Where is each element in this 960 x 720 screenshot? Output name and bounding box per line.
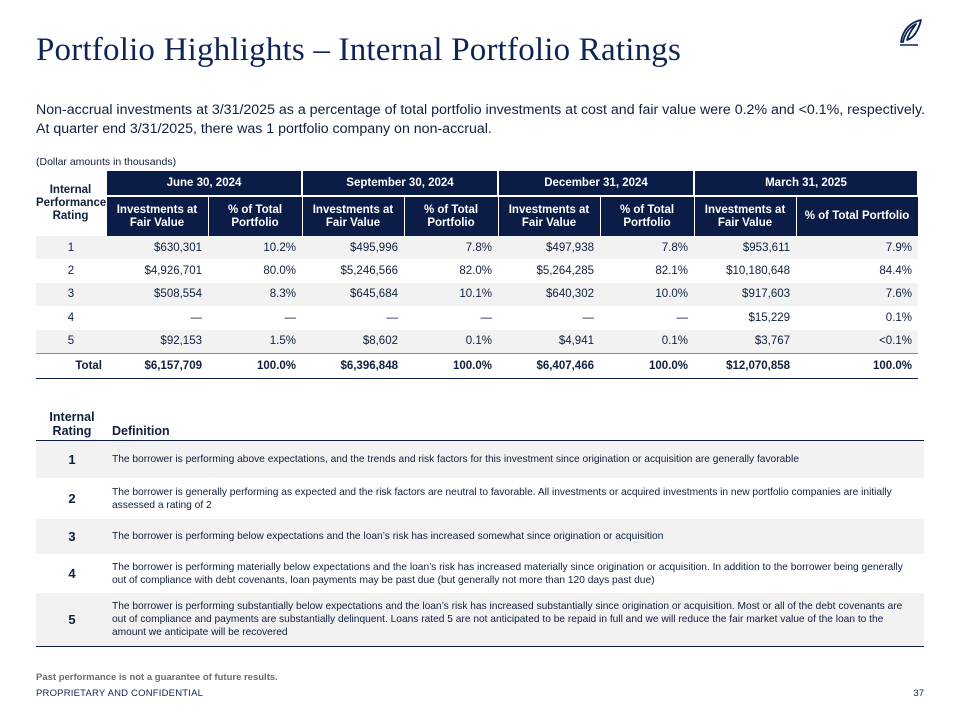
definition-text: The borrower is performing materially be… [108,554,924,593]
intro-paragraph: Non-accrual investments at 3/31/2025 as … [36,102,925,137]
value-cell: 8.3% [208,282,302,307]
value-cell: 10.2% [208,236,302,260]
fair-value-header: Investments at Fair Value [693,195,797,236]
percent-header: % of Total Portfolio [795,195,919,236]
value-cell: $497,938 [498,236,600,260]
value-cell: $495,996 [302,236,404,260]
page-number: 37 [913,688,924,699]
quill-icon [900,19,922,46]
rating-cell: 4 [67,311,75,324]
rating-cell: 3 [36,282,106,307]
value-cell: 10.0% [600,282,695,307]
value-cell: 0.1% [404,329,498,354]
definition-row: 3 The borrower is performing below expec… [36,518,924,555]
total-cell: 100.0% [796,352,919,379]
value-cell: 10.1% [404,282,498,307]
value-cell: $953,611 [694,236,797,260]
value-cell: 7.8% [404,236,498,260]
table-row: 5 $92,153 1.5% $8,602 0.1% $4,941 0.1% $… [36,329,919,354]
total-row: Total $6,157,709 100.0% $6,396,848 100.0… [36,352,919,379]
value-cell: — [190,311,203,324]
total-cell: 100.0% [404,352,498,379]
definition-text: The borrower is performing substantially… [108,592,924,647]
rating-column-header: Internal Performance Rating [36,171,106,236]
period-header: September 30, 2024 [301,171,499,196]
value-cell: 80.0% [263,265,296,278]
value-cell: 0.1% [885,311,913,324]
total-cell: $12,070,858 [694,352,797,379]
value-cell: $15,229 [748,311,791,324]
fair-value-header: Investments at Fair Value [301,195,405,236]
rating-number: 4 [36,554,108,593]
definition-text: The borrower is performing below expecta… [108,518,924,555]
percent-header: % of Total Portfolio [207,195,303,236]
total-cell: 100.0% [208,352,302,379]
value-cell: 0.1% [600,329,695,354]
value-cell: $5,264,285 [536,265,594,278]
value-cell: — [676,311,689,324]
value-cell: $640,302 [498,282,600,307]
table-row: 1 $630,301 10.2% $495,996 7.8% $497,938 … [36,236,919,260]
disclaimer: Past performance is not a guarantee of f… [36,672,278,683]
table-row: 4 — — — — — — $15,229 0.1% [36,306,918,329]
total-cell: $6,407,466 [498,352,600,379]
value-cell: $645,684 [302,282,404,307]
value-cell: — [480,311,493,324]
definition-text: The borrower is generally performing as … [108,478,924,519]
definition-row: 5 The borrower is performing substantial… [36,592,924,647]
value-cell: $508,554 [106,282,208,307]
value-cell: $8,602 [302,329,404,354]
total-cell: 100.0% [600,352,695,379]
total-cell: $6,396,848 [302,352,404,379]
definition-row: 2 The borrower is generally performing a… [36,478,924,519]
definition-row: 4 The borrower is performing materially … [36,554,924,593]
value-cell: $10,180,648 [726,265,791,278]
value-cell: 1.5% [208,329,302,354]
value-cell: $5,246,566 [340,265,398,278]
total-cell: $6,157,709 [106,352,208,379]
percent-header: % of Total Portfolio [403,195,499,236]
total-label: Total [36,352,106,379]
rating-cell: 2 [67,265,75,278]
value-cell: $4,926,701 [144,265,202,278]
confidentiality-footer: PROPRIETARY AND CONFIDENTIAL [36,688,204,699]
fair-value-header: Investments at Fair Value [497,195,601,236]
value-cell: <0.1% [796,329,919,354]
definition-row: 1 The borrower is performing above expec… [36,440,924,479]
period-header: March 31, 2025 [693,171,920,196]
value-cell: $630,301 [106,236,208,260]
definition-text: The borrower is performing above expecta… [108,440,924,479]
value-cell: 84.4% [879,265,913,278]
rating-number: 1 [36,440,108,479]
value-cell: $4,941 [498,329,600,354]
rating-number: 3 [36,518,108,555]
value-cell: $3,767 [694,329,797,354]
rating-number: 2 [36,478,108,519]
definition-header: Definition [108,408,924,441]
fair-value-header: Investments at Fair Value [105,195,209,236]
rating-number: 5 [36,592,108,647]
page-title: Portfolio Highlights – Internal Portfoli… [36,32,682,68]
table-row: 3 $508,554 8.3% $645,684 10.1% $640,302 … [36,282,919,307]
percent-header: % of Total Portfolio [599,195,695,236]
value-cell: 7.8% [600,236,695,260]
rating-definitions-table: Internal Rating Definition 1 The borrowe… [36,408,924,647]
units-note: (Dollar amounts in thousands) [36,156,177,168]
value-cell: 7.9% [796,236,919,260]
period-header: June 30, 2024 [105,171,303,196]
value-cell: 82.1% [655,265,689,278]
value-cell: — [386,311,399,324]
value-cell: $92,153 [106,329,208,354]
value-cell: 7.6% [796,282,919,307]
rating-cell: 1 [36,236,106,260]
value-cell: — [284,311,297,324]
period-header: December 31, 2024 [496,171,696,196]
value-cell: $917,603 [694,282,797,307]
table-row: 2 $4,926,701 80.0% $5,246,566 82.0% $5,2… [36,259,918,282]
performance-rating-table: Internal Performance Rating June 30, 202… [36,171,920,379]
rating-cell: 5 [36,329,106,354]
value-cell: — [582,311,595,324]
rating-header: Internal Rating [36,408,108,441]
value-cell: 82.0% [459,265,492,278]
